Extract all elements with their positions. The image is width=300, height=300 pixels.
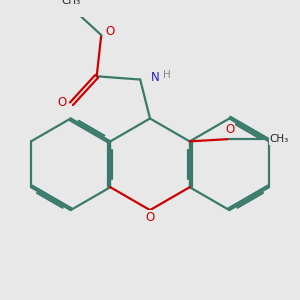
Text: CH₃: CH₃ [61,0,80,6]
Text: H: H [163,70,171,80]
Text: CH₃: CH₃ [270,134,289,144]
Text: O: O [226,123,235,136]
Text: N: N [151,71,159,84]
Text: O: O [106,25,115,38]
Text: O: O [146,211,154,224]
Text: O: O [58,96,67,109]
